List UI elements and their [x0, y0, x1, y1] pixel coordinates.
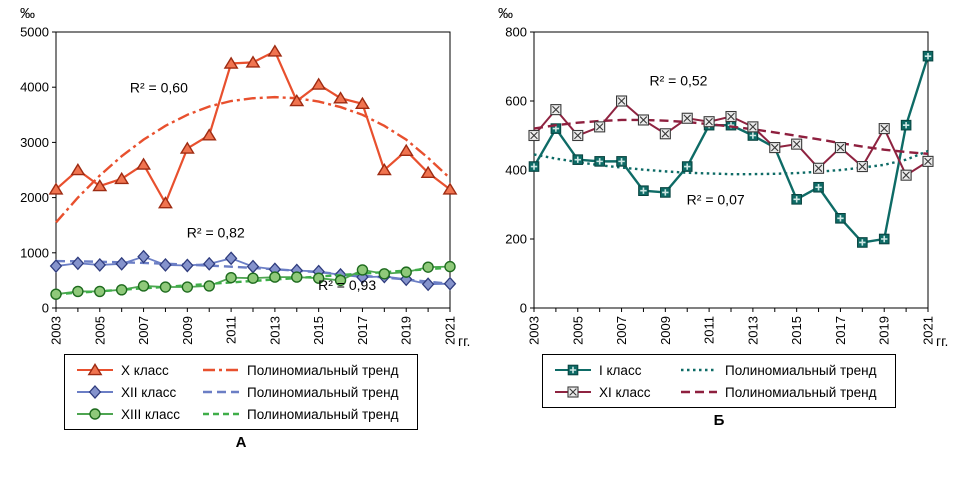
x-tick-label: 2007	[136, 316, 151, 345]
x-tick-label: 2015	[311, 316, 326, 345]
series-xi-class	[528, 95, 934, 181]
legend-marker-x-class	[77, 363, 113, 376]
y-tick-label: 0	[520, 301, 527, 316]
legend-label-xii-class: XII класс	[121, 384, 177, 400]
y-tick-label: 600	[505, 94, 527, 109]
panel-b-label: Б	[713, 412, 725, 429]
y-tick-label: 3000	[20, 135, 49, 150]
legend-label-i-class: I класс	[599, 362, 642, 378]
r2-annotation: R² = 0,82	[187, 224, 245, 240]
x-tick-label: 2007	[614, 316, 629, 345]
plot-area	[533, 31, 929, 309]
series-x-class	[48, 44, 458, 224]
chart-a: 0 1000 2000 3000 4000 5000 ‰ 2003 2005 2007 2009 20…	[20, 5, 470, 349]
legend-marker-xii-class	[77, 385, 113, 399]
x-axis-label: гг.	[458, 333, 470, 349]
x-tick-label: 2013	[267, 316, 282, 345]
x-tick-label: 2021	[921, 316, 936, 345]
legend-trend-sample-i-class	[681, 368, 717, 372]
panel-b: 0 200 400 600 800 ‰ 2003 2005 2007 2009 2011 2013 20…	[480, 4, 958, 451]
x-tick-label: 2017	[833, 316, 848, 345]
r2-annotation: R² = 0,60	[130, 80, 188, 96]
y-tick-label: 1000	[20, 245, 49, 260]
chart-b: 0 200 400 600 800 ‰ 2003 2005 2007 2009 2011 2013 20…	[498, 5, 948, 349]
x-tick-label: 2009	[180, 316, 195, 345]
panel-a: 0 1000 2000 3000 4000 5000 ‰ 2003 2005 2007 2009 20…	[2, 4, 480, 451]
legend-label-x-class: X класс	[121, 362, 169, 378]
legend-row-x-class: X класс Полиномиальный тренд	[75, 359, 407, 381]
x-tick-label: 2011	[224, 316, 239, 344]
legend-trend-sample-xiii-class	[203, 412, 239, 416]
legend-trend-label-xiii-class: Полиномиальный тренд	[247, 406, 399, 422]
panel-a-label: А	[235, 434, 247, 451]
legend-trend-label-xii-class: Полиномиальный тренд	[247, 384, 399, 400]
dual-chart-figure: 0 1000 2000 3000 4000 5000 ‰ 2003 2005 2007 2009 20…	[2, 4, 958, 451]
series-xiii-class	[50, 260, 456, 300]
y-axis-label: ‰	[20, 5, 35, 22]
legend-trend-label-i-class: Полиномиальный тренд	[725, 362, 877, 378]
x-tick-label: 2003	[49, 316, 64, 345]
x-tick-label: 2009	[658, 316, 673, 345]
x-axis-label: гг.	[936, 333, 948, 349]
legend-trend-sample-xi-class	[681, 390, 717, 394]
r2-annotation: R² = 0,52	[649, 72, 707, 88]
y-tick-label: 800	[505, 25, 527, 40]
x-tick-label: 2017	[355, 316, 370, 345]
x-tick-label: 2013	[745, 316, 760, 345]
legend-row-i-class: I класс Полиномиальный тренд	[553, 359, 885, 381]
legend-trend-label-xi-class: Полиномиальный тренд	[725, 384, 877, 400]
y-tick-label: 2000	[20, 190, 49, 205]
legend-trend-sample-xii-class	[203, 390, 239, 394]
legend-trend-label-x-class: Полиномиальный тренд	[247, 362, 399, 378]
legend-trend-sample-x-class	[203, 368, 239, 372]
legend-label-xi-class: XI класс	[599, 384, 651, 400]
x-tick-label: 2003	[527, 316, 542, 345]
legend-row-xii-class: XII класс Полиномиальный тренд	[75, 381, 407, 403]
legend-a: X класс Полиномиальный тренд XII класс Поли…	[64, 354, 418, 430]
trend-line-x-class	[55, 95, 451, 224]
legend-label-xiii-class: XIII класс	[121, 406, 180, 422]
legend-marker-xiii-class	[77, 408, 113, 420]
legend-row-xi-class: XI класс Полиномиальный тренд	[553, 381, 885, 403]
y-tick-label: 0	[42, 301, 49, 316]
legend-b: I класс Полиномиальный тренд XI класс Полин…	[542, 354, 896, 408]
x-tick-label: 2005	[92, 316, 107, 345]
x-tick-label: 2021	[443, 316, 458, 345]
legend-row-xiii-class: XIII класс Полиномиальный тренд	[75, 403, 407, 425]
x-tick-label: 2011	[702, 316, 717, 344]
r2-annotation: R² = 0,93	[318, 277, 376, 293]
legend-marker-i-class	[555, 364, 591, 376]
x-tick-label: 2015	[789, 316, 804, 345]
y-tick-label: 200	[505, 232, 527, 247]
x-tick-label: 2005	[570, 316, 585, 345]
y-tick-label: 4000	[20, 80, 49, 95]
y-tick-label: 400	[505, 163, 527, 178]
trend-line-xi-class	[533, 118, 929, 155]
y-axis-label: ‰	[498, 5, 513, 22]
y-tick-label: 5000	[20, 25, 49, 40]
legend-marker-xi-class	[555, 386, 591, 398]
x-tick-label: 2019	[399, 316, 414, 345]
series-i-class	[528, 50, 934, 248]
x-tick-label: 2019	[877, 316, 892, 345]
r2-annotation: R² = 0,07	[687, 192, 745, 208]
